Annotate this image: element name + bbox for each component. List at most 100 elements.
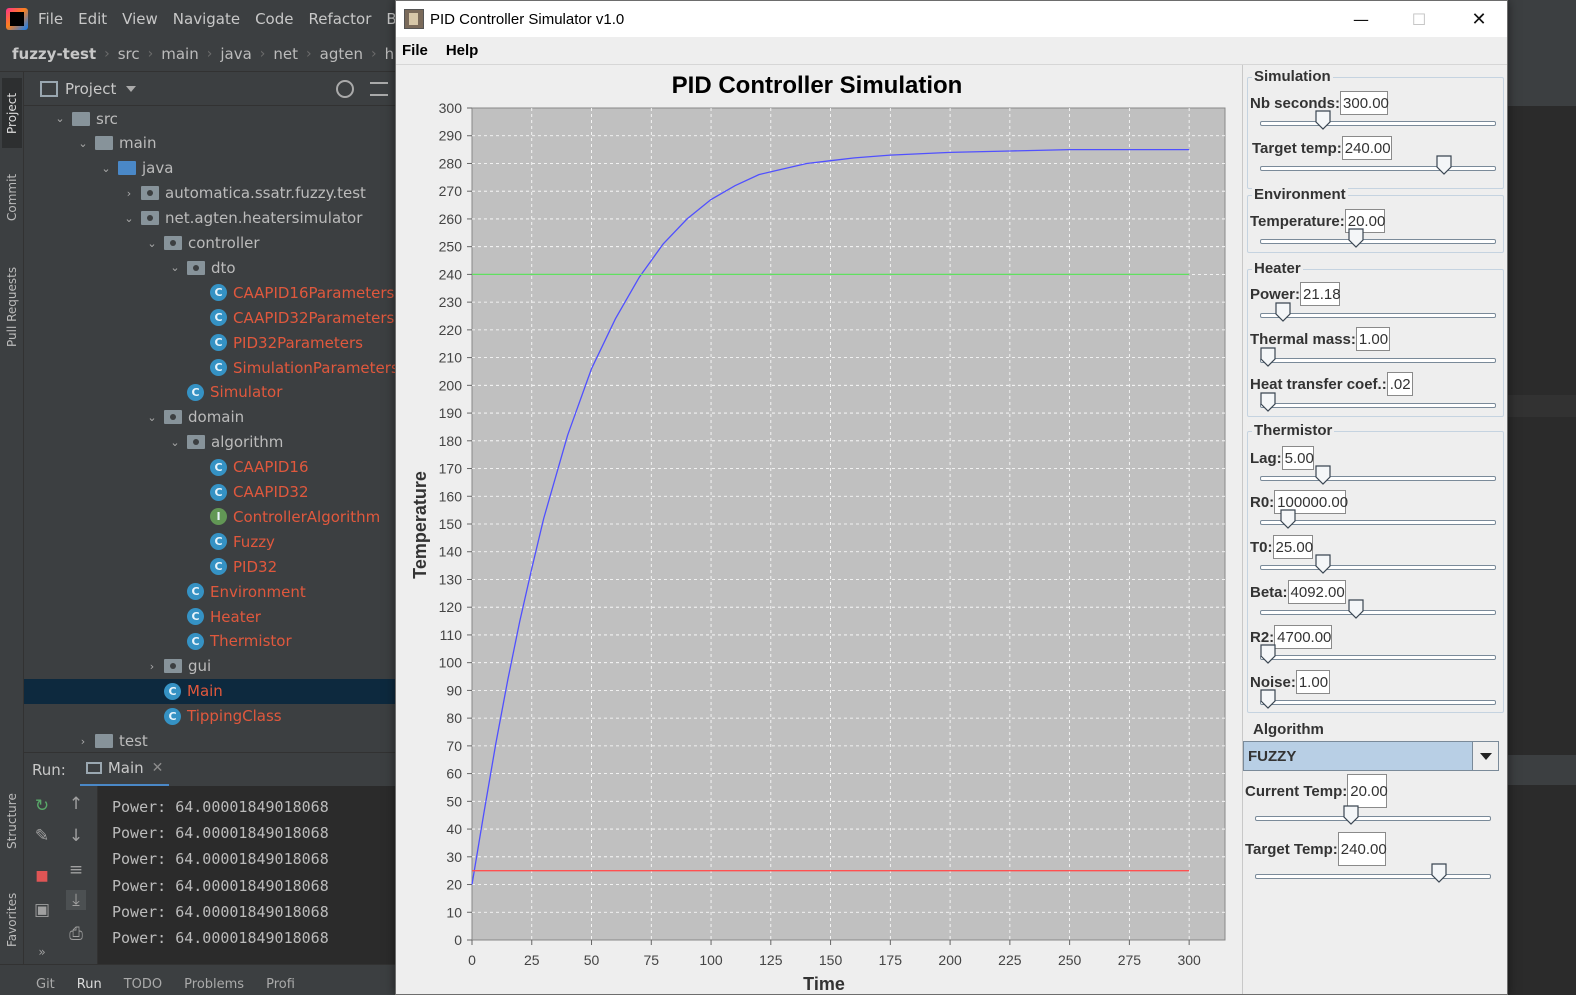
tool-tab-favorites[interactable]: Favorites — [5, 892, 19, 947]
status-tab-git[interactable]: Git — [36, 976, 55, 992]
heat-transfer-input[interactable]: .02 — [1386, 372, 1413, 396]
t0-slider[interactable] — [1260, 554, 1496, 576]
slider-thumb[interactable] — [1260, 689, 1276, 709]
tree-item[interactable]: C CAAPID16 — [24, 455, 400, 480]
tree-item[interactable]: C CAAPID16Parameters — [24, 280, 400, 305]
chevron-down-icon[interactable] — [1472, 742, 1498, 770]
slider-thumb[interactable] — [1348, 599, 1364, 619]
ide-menu-edit[interactable]: Edit — [78, 9, 108, 28]
tree-item[interactable]: ⌄ controller — [24, 231, 400, 256]
tree-item[interactable]: I ControllerAlgorithm — [24, 504, 400, 529]
tree-item[interactable]: C PID32Parameters — [24, 330, 400, 355]
slider-thumb[interactable] — [1315, 465, 1331, 485]
maximize-button[interactable]: ☐ — [1411, 9, 1427, 29]
wrench-icon[interactable]: ✎ — [34, 826, 50, 846]
heat-transfer-slider[interactable] — [1260, 392, 1496, 414]
tree-item[interactable]: C TippingClass — [24, 704, 400, 729]
chevron-right-icon[interactable]: › — [80, 734, 86, 748]
tree-item[interactable]: C CAAPID32Parameters — [24, 305, 400, 330]
current-temp-slider[interactable] — [1255, 805, 1491, 827]
tree-item[interactable]: C CAAPID32 — [24, 480, 400, 505]
close-button[interactable]: ✕ — [1471, 8, 1487, 30]
noise-input[interactable]: 1.00 — [1295, 670, 1330, 694]
slider-track[interactable] — [1255, 816, 1491, 821]
slider-track[interactable] — [1260, 358, 1496, 363]
tree-item[interactable]: ⌄ net.agten.heatersimulator — [24, 206, 400, 231]
chevron-down-icon[interactable]: ⌄ — [170, 261, 180, 275]
r2-slider[interactable] — [1260, 644, 1496, 666]
arrow-up-icon[interactable]: ↑ — [68, 794, 84, 814]
tree-item[interactable]: ⌄ domain — [24, 405, 400, 430]
soft-wrap-icon[interactable]: ≡ — [68, 860, 84, 880]
slider-thumb[interactable] — [1436, 155, 1452, 175]
slider-thumb[interactable] — [1348, 228, 1364, 248]
tree-item[interactable]: › test — [24, 729, 400, 753]
breadcrumb-main[interactable]: main — [161, 45, 199, 63]
chevron-right-icon[interactable]: › — [149, 659, 155, 673]
slider-track[interactable] — [1260, 565, 1496, 570]
slider-track[interactable] — [1260, 700, 1496, 705]
console-output[interactable]: Power: 64.00001849018068 Power: 64.000018… — [98, 786, 400, 964]
slider-thumb[interactable] — [1315, 554, 1331, 574]
status-tab-todo[interactable]: TODO — [123, 976, 163, 992]
tool-tab-structure[interactable]: Structure — [5, 793, 19, 850]
arrow-down-icon[interactable]: ↓ — [68, 826, 84, 846]
slider-thumb[interactable] — [1343, 805, 1359, 825]
sim-target-temp-slider[interactable] — [1260, 155, 1496, 177]
close-icon[interactable]: ✕ — [151, 760, 164, 776]
lag-input[interactable]: 5.00 — [1281, 446, 1314, 470]
minimize-button[interactable]: — — [1353, 9, 1369, 29]
slider-track[interactable] — [1260, 655, 1496, 660]
beta-input[interactable]: 4092.00 — [1287, 580, 1346, 604]
thermal-mass-input[interactable]: 1.00 — [1355, 327, 1390, 351]
breadcrumb-project[interactable]: fuzzy-test — [12, 45, 97, 63]
chevron-down-icon[interactable]: ⌄ — [170, 435, 180, 449]
slider-track[interactable] — [1260, 610, 1496, 615]
ide-menu-code[interactable]: Code — [255, 9, 294, 28]
camera-icon[interactable]: ▣ — [33, 900, 51, 920]
chevron-down-icon[interactable]: ⌄ — [147, 236, 157, 250]
nb-seconds-slider[interactable] — [1260, 110, 1496, 132]
tree-item[interactable]: C Heater — [24, 604, 400, 629]
collapse-all-icon[interactable] — [370, 82, 388, 96]
slider-thumb[interactable] — [1315, 110, 1331, 130]
slider-thumb[interactable] — [1431, 863, 1447, 883]
slider-thumb[interactable] — [1260, 347, 1276, 367]
power-input[interactable]: 21.18 — [1300, 282, 1341, 306]
slider-thumb[interactable] — [1275, 302, 1291, 322]
tree-item[interactable]: C Thermistor — [24, 629, 400, 654]
print-icon[interactable]: ⎙ — [69, 924, 83, 944]
ide-menu-view[interactable]: View — [122, 9, 158, 28]
more-icon[interactable]: » — [38, 945, 46, 959]
env-temperature-slider[interactable] — [1260, 228, 1496, 250]
ide-menu-refactor[interactable]: Refactor — [308, 9, 372, 28]
slider-track[interactable] — [1260, 403, 1496, 408]
ide-menu-navigate[interactable]: Navigate — [172, 9, 241, 28]
stop-icon[interactable]: ■ — [35, 868, 49, 884]
tree-item[interactable]: ⌄ main — [24, 131, 400, 156]
slider-thumb[interactable] — [1260, 644, 1276, 664]
chevron-down-icon[interactable] — [126, 85, 137, 92]
algo-target-temp-slider[interactable] — [1255, 863, 1491, 885]
tree-item[interactable]: C SimulationParameters — [24, 355, 400, 380]
chevron-down-icon[interactable]: ⌄ — [147, 410, 157, 424]
breadcrumb-java[interactable]: java — [220, 45, 252, 63]
tool-tab-project[interactable]: Project — [2, 78, 22, 148]
locate-icon[interactable] — [336, 80, 354, 98]
lag-slider[interactable] — [1260, 465, 1496, 487]
chevron-right-icon[interactable]: › — [126, 186, 132, 200]
tree-item[interactable]: ⌄ algorithm — [24, 430, 400, 455]
beta-slider[interactable] — [1260, 599, 1496, 621]
algo-target-temp-input[interactable]: 240.00 — [1337, 832, 1387, 866]
slider-track[interactable] — [1260, 121, 1496, 126]
t0-input[interactable]: 25.00 — [1272, 535, 1313, 559]
nb-seconds-input[interactable]: 300.00 — [1340, 91, 1389, 115]
slider-track[interactable] — [1260, 520, 1496, 525]
thermal-mass-slider[interactable] — [1260, 347, 1496, 369]
current-temp-input[interactable]: 20.00 — [1347, 774, 1388, 808]
sim-target-temp-input[interactable]: 240.00 — [1341, 136, 1392, 160]
slider-thumb[interactable] — [1280, 509, 1296, 529]
status-tab-profiler[interactable]: Profi — [266, 976, 295, 992]
tree-item[interactable]: ⌄ src — [24, 106, 400, 131]
project-panel-title[interactable]: Project — [65, 79, 117, 98]
